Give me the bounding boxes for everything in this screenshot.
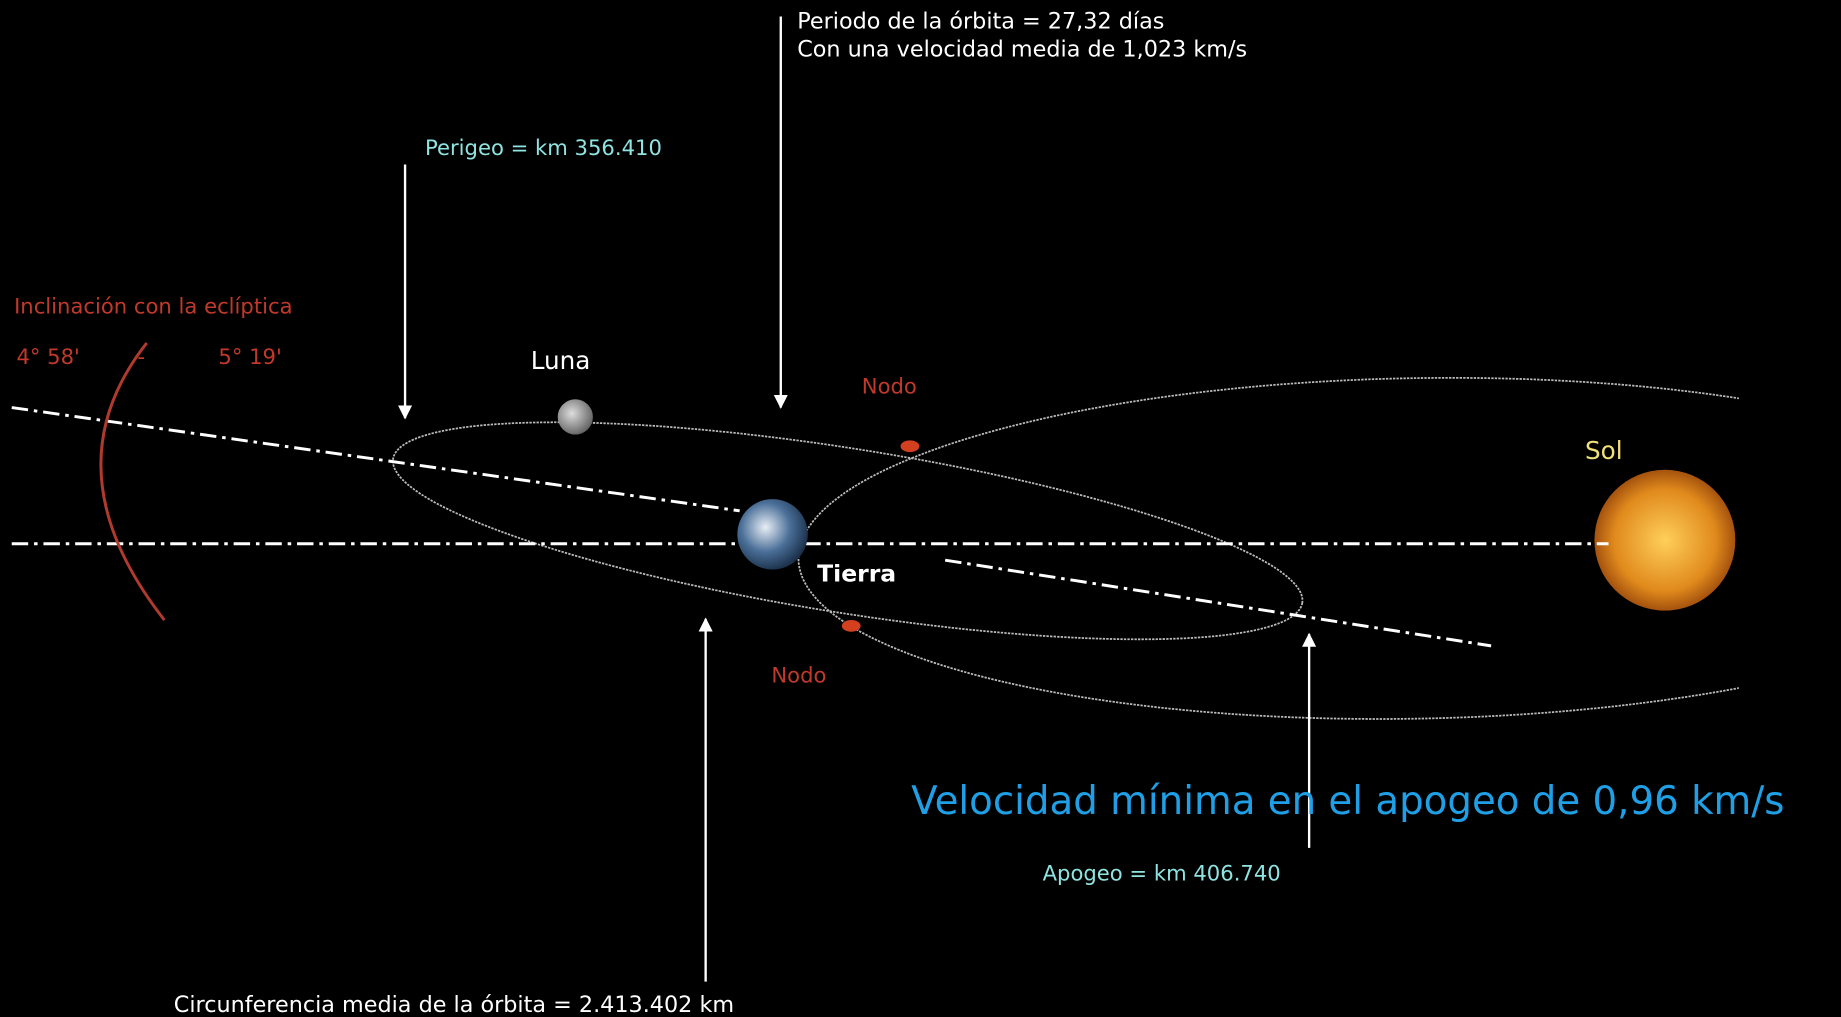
diagram: Periodo de la órbita = 27,32 días Con un… <box>0 0 1841 1017</box>
period-text: Periodo de la órbita = 27,32 días <box>797 8 1164 34</box>
moon-label: Luna <box>531 346 591 375</box>
inclination-separator: - <box>137 344 145 369</box>
sun <box>1594 470 1735 611</box>
perigee-label: Perigeo = km 356.410 <box>425 135 662 160</box>
apogee-label: Apogeo = km 406.740 <box>1043 861 1281 886</box>
node-label: Nodo <box>771 662 826 687</box>
inclination-title: Inclinación con la eclíptica <box>14 294 292 319</box>
apogee-speed: Velocidad mínima en el apogeo de 0,96 km… <box>911 779 1784 824</box>
inclination-min: 4° 58' <box>16 344 79 369</box>
sun-label: Sol <box>1585 436 1623 465</box>
node <box>901 440 920 452</box>
period-text: Con una velocidad media de 1,023 km/s <box>797 36 1247 62</box>
earth <box>737 499 807 569</box>
page: Periodo de la órbita = 27,32 días Con un… <box>0 0 1841 1017</box>
moon <box>558 399 593 434</box>
node <box>842 620 861 632</box>
background <box>0 0 1841 1017</box>
earth-label: Tierra <box>817 559 896 587</box>
node-label: Nodo <box>862 373 917 398</box>
inclination-max: 5° 19' <box>218 344 281 369</box>
circumference-label: Circunferencia media de la órbita = 2.41… <box>174 992 734 1017</box>
